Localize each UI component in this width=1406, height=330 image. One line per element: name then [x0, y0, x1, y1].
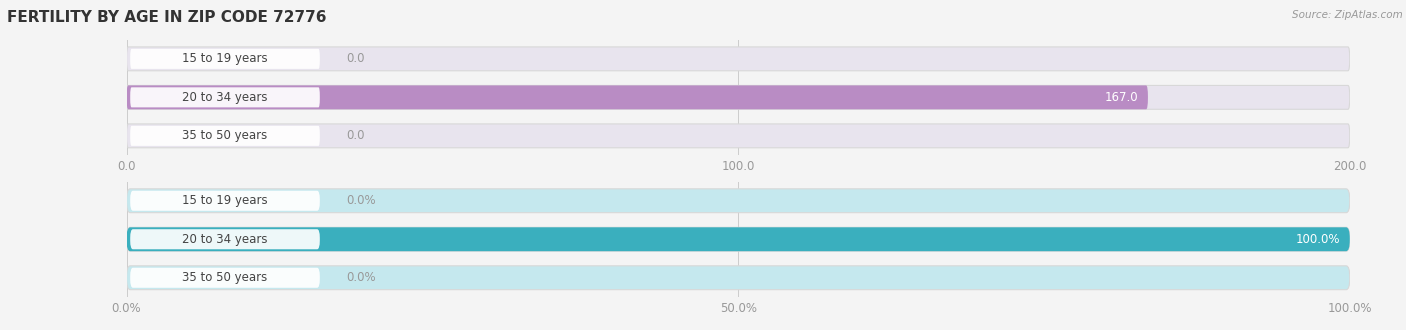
- Text: 0.0: 0.0: [347, 52, 366, 65]
- FancyBboxPatch shape: [131, 126, 319, 146]
- FancyBboxPatch shape: [127, 266, 1350, 290]
- FancyBboxPatch shape: [127, 227, 1350, 251]
- Text: 15 to 19 years: 15 to 19 years: [183, 52, 267, 65]
- Text: 0.0%: 0.0%: [347, 194, 377, 207]
- FancyBboxPatch shape: [127, 85, 1147, 109]
- FancyBboxPatch shape: [131, 191, 319, 211]
- FancyBboxPatch shape: [127, 227, 1350, 251]
- FancyBboxPatch shape: [127, 85, 1350, 109]
- FancyBboxPatch shape: [127, 47, 1350, 71]
- FancyBboxPatch shape: [127, 189, 1350, 213]
- Text: FERTILITY BY AGE IN ZIP CODE 72776: FERTILITY BY AGE IN ZIP CODE 72776: [7, 10, 326, 25]
- Text: Source: ZipAtlas.com: Source: ZipAtlas.com: [1292, 10, 1403, 20]
- Text: 0.0%: 0.0%: [347, 271, 377, 284]
- FancyBboxPatch shape: [131, 87, 319, 107]
- Text: 0.0: 0.0: [347, 129, 366, 142]
- Text: 35 to 50 years: 35 to 50 years: [183, 271, 267, 284]
- FancyBboxPatch shape: [131, 268, 319, 288]
- FancyBboxPatch shape: [131, 49, 319, 69]
- Text: 100.0%: 100.0%: [1295, 233, 1340, 246]
- Text: 15 to 19 years: 15 to 19 years: [183, 194, 267, 207]
- Text: 35 to 50 years: 35 to 50 years: [183, 129, 267, 142]
- FancyBboxPatch shape: [127, 124, 1350, 148]
- Text: 167.0: 167.0: [1105, 91, 1137, 104]
- FancyBboxPatch shape: [131, 229, 319, 249]
- Text: 20 to 34 years: 20 to 34 years: [183, 233, 267, 246]
- Text: 20 to 34 years: 20 to 34 years: [183, 91, 267, 104]
